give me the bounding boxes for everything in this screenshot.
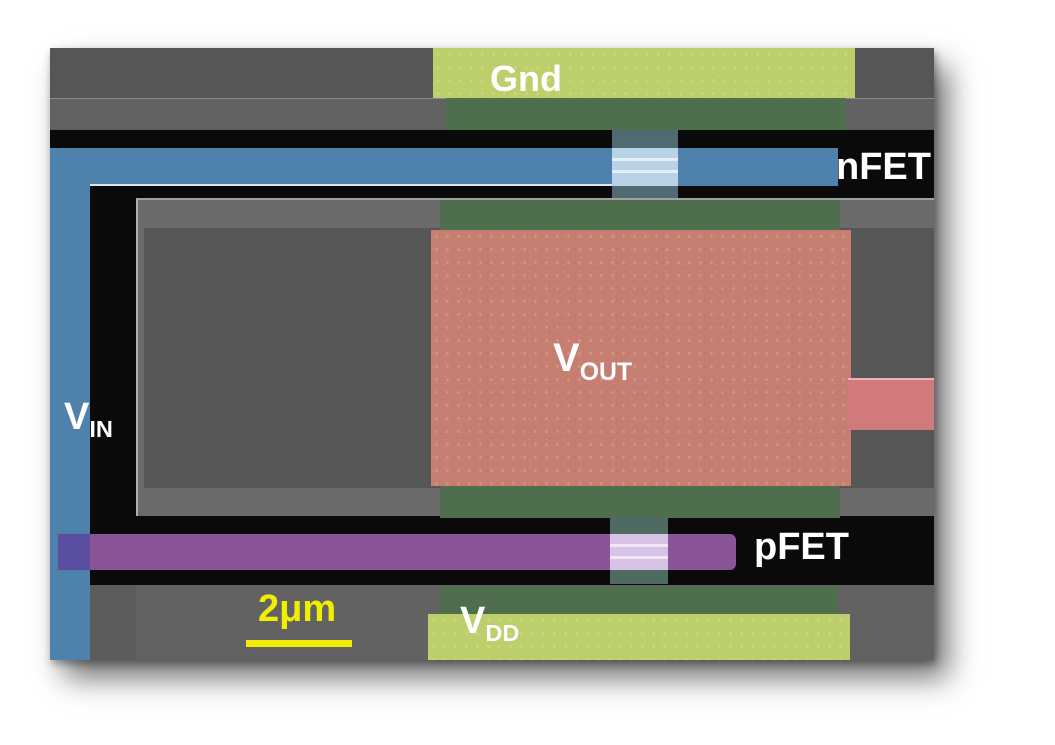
nfet-channel-highlight — [612, 148, 678, 186]
vdd-label-main: V — [460, 600, 486, 642]
vdd-label: VDD — [460, 600, 520, 647]
nfet-channel-stripes — [612, 158, 678, 161]
scale-bar-text: 2μm — [258, 588, 337, 630]
vout-label-main: V — [553, 336, 580, 380]
gnd-pad — [433, 48, 855, 98]
vin-vertical-trace — [50, 148, 90, 660]
nfet-channel-stripes-2 — [612, 170, 678, 173]
pfet-channel-stripes-2 — [610, 556, 668, 559]
nfet-label: nFET — [836, 146, 931, 188]
pfet-gate-overlap — [58, 534, 90, 570]
vin-label-main: V — [64, 396, 90, 438]
vout-lead — [848, 378, 934, 430]
vin-label: VIN — [64, 396, 113, 443]
vdd-label-sub: DD — [485, 620, 520, 647]
vdd-pad — [428, 614, 850, 660]
sem-micrograph: Gnd nFET VOUT VIN pFET VDD 2μm — [50, 48, 934, 660]
vout-label: VOUT — [553, 336, 632, 386]
vout-pad — [431, 230, 851, 486]
vout-label-sub: OUT — [579, 358, 633, 386]
gnd-label: Gnd — [490, 58, 562, 99]
pfet-channel-stripes — [610, 544, 668, 547]
vin-label-sub: IN — [89, 416, 113, 443]
bottom-trench — [50, 573, 934, 585]
vin-trace-inner-edge — [90, 184, 646, 186]
pfet-channel-highlight — [610, 534, 668, 570]
scale-bar-line — [246, 640, 352, 647]
vin-horizontal-trace — [50, 148, 838, 186]
pfet-label: pFET — [754, 526, 849, 568]
